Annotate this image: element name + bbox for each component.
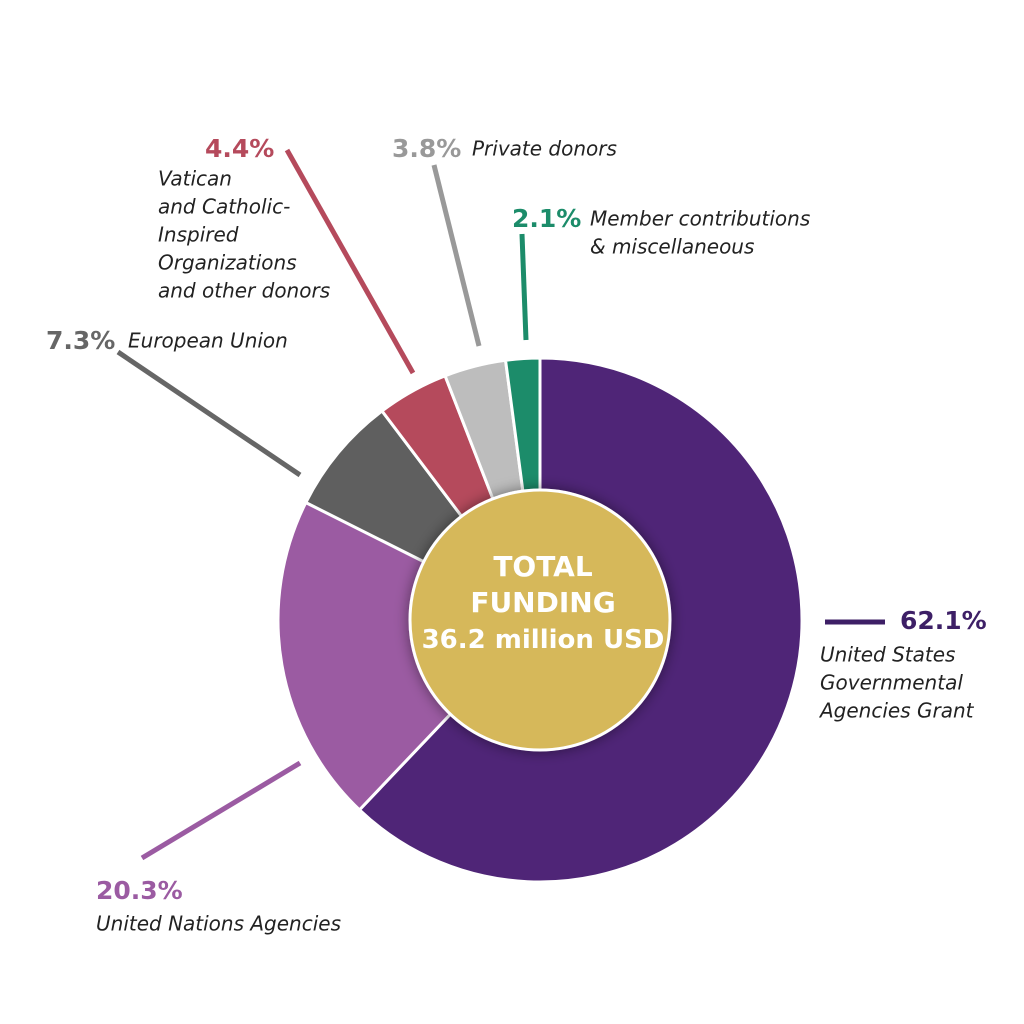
- leader-lines: [116, 148, 885, 861]
- category-label-vatican-and-catholic-inspired-organizations-and-other-donors-line-4: Organizations: [158, 251, 297, 275]
- category-label-united-states-governmental-agencies-grant-line-2: Governmental: [820, 671, 963, 695]
- percent-label-private-donors: 3.8%: [392, 134, 461, 163]
- percent-label-european-union: 7.3%: [46, 326, 115, 355]
- category-label-united-nations-agencies-line-1: United Nations Agencies: [96, 912, 341, 936]
- category-label-private-donors-line-1: Private donors: [472, 137, 617, 161]
- leader-line-european-union: [116, 349, 302, 478]
- category-label-member-contributions-miscellaneous-line-2: & miscellaneous: [590, 235, 754, 259]
- percent-label-member-contributions-miscellaneous: 2.1%: [512, 204, 581, 233]
- slice-labels: 62.1% United States Governmental Agencies G…: [46, 134, 987, 936]
- percent-label-united-nations-agencies: 20.3%: [96, 876, 183, 905]
- category-label-vatican-and-catholic-inspired-organizations-and-other-donors-line-5: and other donors: [158, 279, 330, 303]
- category-label-european-union-line-1: European Union: [128, 329, 288, 353]
- center-circle: [408, 488, 672, 752]
- percent-label-united-states-governmental-agencies-grant: 62.1%: [900, 606, 987, 635]
- leader-line-private-donors: [431, 164, 482, 347]
- leader-line-vatican-and-catholic-inspired-organizations-and-other-donors: [284, 148, 416, 375]
- category-label-united-states-governmental-agencies-grant-line-3: Agencies Grant: [818, 699, 975, 723]
- category-label-vatican-and-catholic-inspired-organizations-and-other-donors-line-2: and Catholic-: [158, 195, 290, 219]
- percent-label-vatican-and-catholic-inspired-organizations-and-other-donors: 4.4%: [205, 134, 274, 163]
- center-total: TOTAL FUNDING 36.2 million USD: [408, 488, 672, 752]
- leader-line-member-contributions-miscellaneous: [519, 233, 529, 341]
- center-line3: 36.2 million USD: [422, 625, 665, 655]
- slice-united-nations-agencies: [276, 500, 543, 812]
- leader-line-united-nations-agencies: [140, 760, 302, 861]
- category-label-united-states-governmental-agencies-grant-line-1: United States: [820, 643, 955, 667]
- category-label-vatican-and-catholic-inspired-organizations-and-other-donors-line-3: Inspired: [158, 223, 239, 247]
- category-label-member-contributions-miscellaneous-line-1: Member contributions: [590, 207, 810, 231]
- category-label-vatican-and-catholic-inspired-organizations-and-other-donors-line-1: Vatican: [158, 167, 232, 191]
- center-line2: FUNDING: [470, 586, 615, 619]
- center-line1: TOTAL: [493, 550, 592, 583]
